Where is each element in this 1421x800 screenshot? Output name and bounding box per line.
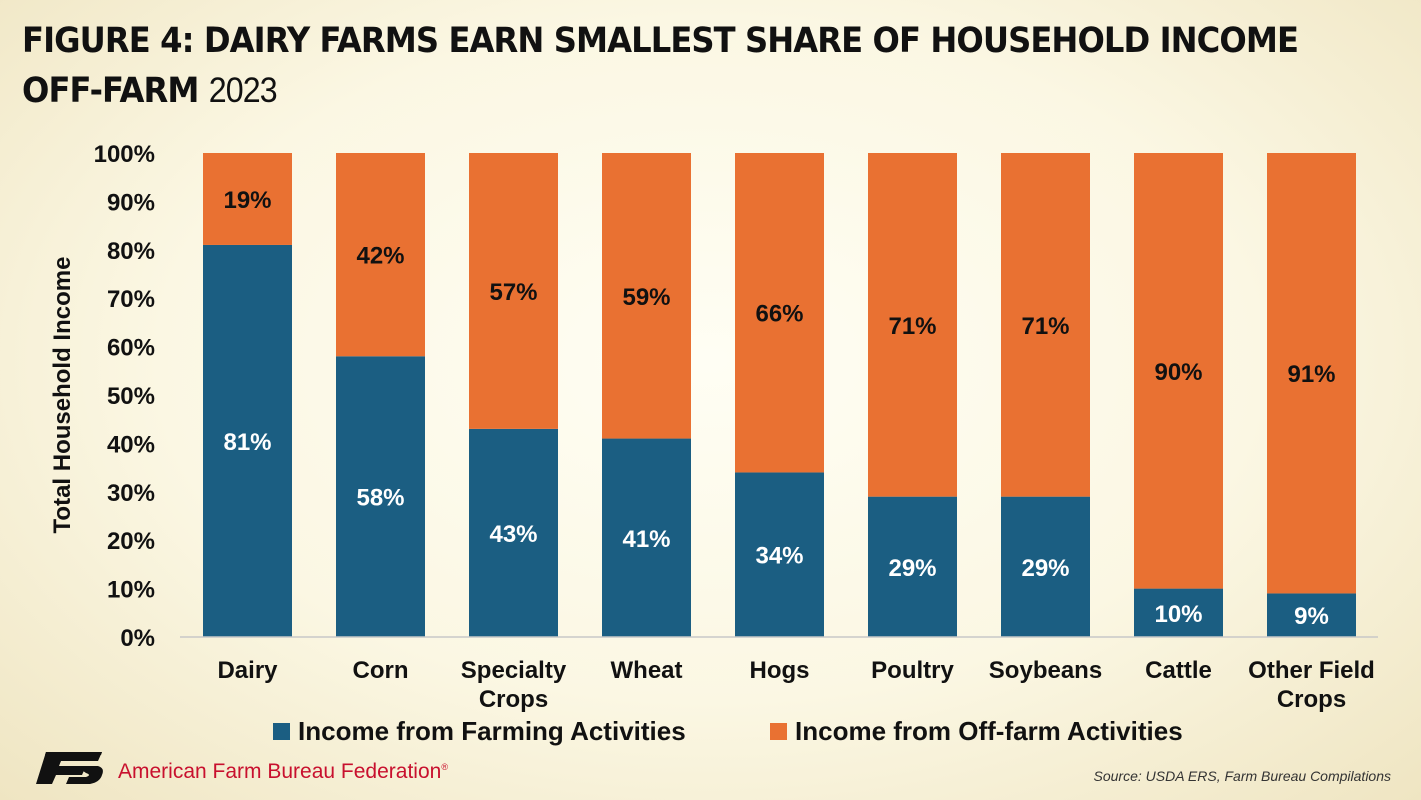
x-category-label-line: Specialty [461, 657, 567, 684]
farm-bureau-logo-icon [36, 752, 103, 784]
source-note: Source: USDA ERS, Farm Bureau Compilatio… [1093, 768, 1391, 784]
data-label-offfarm: 19% [223, 187, 271, 214]
organization-name-text: American Farm Bureau Federation [118, 760, 442, 783]
y-tick-label: 20% [107, 528, 155, 555]
y-tick-label: 40% [107, 431, 155, 458]
bar-offfarm [1001, 153, 1090, 497]
organization-name: American Farm Bureau Federation® [118, 760, 448, 784]
y-tick-label: 90% [107, 189, 155, 216]
legend-label-farming: Income from Farming Activities [298, 716, 686, 746]
chart-legend: Income from Farming Activities Income fr… [0, 716, 1421, 756]
bar-offfarm [203, 153, 292, 245]
bar-offfarm [336, 153, 425, 357]
x-category-label-line: Hogs [750, 657, 810, 684]
bar-farming [1001, 496, 1090, 637]
x-category-label-line: Cattle [1145, 657, 1212, 684]
x-category-label: Specialty Crops [461, 657, 567, 713]
x-category-label: Other Field Crops [1248, 657, 1375, 713]
data-label-farming: 10% [1154, 601, 1202, 628]
legend-label-offfarm: Income from Off-farm Activities [795, 716, 1183, 746]
data-label-farming: 9% [1294, 603, 1329, 630]
chart-title: FIGURE 4: DAIRY FARMS EARN SMALLEST SHAR… [22, 16, 1301, 116]
x-category-label-line: Crops [1277, 686, 1346, 713]
bar-farming [203, 244, 292, 637]
chart-title-line1: FIGURE 4: DAIRY FARMS EARN SMALLEST SHAR… [22, 21, 1299, 61]
x-category-label: Poultry [871, 657, 954, 684]
y-tick-label: 60% [107, 335, 155, 362]
x-category-label: Hogs [750, 657, 810, 684]
bar-offfarm [868, 153, 957, 497]
x-category-label: Wheat [611, 657, 683, 684]
x-category-label-line: Dairy [217, 657, 278, 684]
bar-offfarm [602, 153, 691, 439]
x-category-label-line: Poultry [871, 657, 954, 684]
x-category-label: Cattle [1145, 657, 1212, 684]
y-tick-label: 10% [107, 577, 155, 604]
data-label-farming: 58% [356, 485, 404, 512]
y-tick-label: 70% [107, 286, 155, 313]
chart-title-line2-text: OFF-FARM [22, 71, 199, 111]
bar-offfarm [469, 153, 558, 429]
x-category-label-line: Crops [479, 686, 548, 713]
x-category-label: Corn [353, 657, 409, 684]
bar-farming [602, 438, 691, 637]
chart-title-line2: OFF-FARM 2023 [22, 66, 1301, 116]
data-label-offfarm: 90% [1154, 359, 1202, 386]
bar-offfarm [1267, 153, 1356, 594]
data-label-offfarm: 71% [888, 313, 936, 340]
legend-item-farming: Income from Farming Activities [273, 716, 686, 747]
bar-farming [1267, 593, 1356, 637]
y-axis-title: Total Household Income [49, 257, 76, 534]
bar-farming [735, 472, 824, 637]
bar-offfarm [1134, 153, 1223, 589]
data-label-farming: 41% [622, 526, 670, 553]
x-category-label-line: Other Field [1248, 657, 1375, 684]
data-label-farming: 29% [888, 555, 936, 582]
x-category-label-line: Soybeans [989, 657, 1102, 684]
data-label-farming: 43% [489, 521, 537, 548]
data-label-offfarm: 42% [356, 243, 404, 270]
data-label-offfarm: 91% [1287, 361, 1335, 388]
stacked-bar-chart: 0% 10% 20% 30% 40% 50% 60% 70% 80% 90% 100% Total H… [49, 141, 1378, 713]
data-label-farming: 81% [223, 429, 271, 456]
x-category-label: Dairy [217, 657, 278, 684]
bar-farming [469, 428, 558, 637]
chart-title-year: 2023 [208, 71, 278, 110]
legend-swatch-farming [273, 723, 290, 740]
y-tick-label: 30% [107, 480, 155, 507]
x-category-label-line: Wheat [611, 657, 683, 684]
x-category-label: Soybeans [989, 657, 1102, 684]
bar-farming [868, 496, 957, 637]
bar-farming [1134, 588, 1223, 637]
y-tick-label: 50% [107, 383, 155, 410]
registered-mark: ® [441, 762, 448, 772]
data-label-offfarm: 59% [622, 284, 670, 311]
data-label-farming: 29% [1021, 555, 1069, 582]
bar-offfarm [735, 153, 824, 473]
legend-swatch-offfarm [770, 723, 787, 740]
data-label-offfarm: 66% [755, 301, 803, 328]
y-tick-label: 0% [120, 625, 155, 652]
x-category-label-line: Corn [353, 657, 409, 684]
legend-item-offfarm: Income from Off-farm Activities [770, 716, 1183, 747]
y-tick-label: 80% [107, 238, 155, 265]
y-tick-label: 100% [94, 141, 155, 168]
data-label-offfarm: 57% [489, 279, 537, 306]
bar-farming [336, 356, 425, 637]
data-label-offfarm: 71% [1021, 313, 1069, 340]
data-label-farming: 34% [755, 543, 803, 570]
